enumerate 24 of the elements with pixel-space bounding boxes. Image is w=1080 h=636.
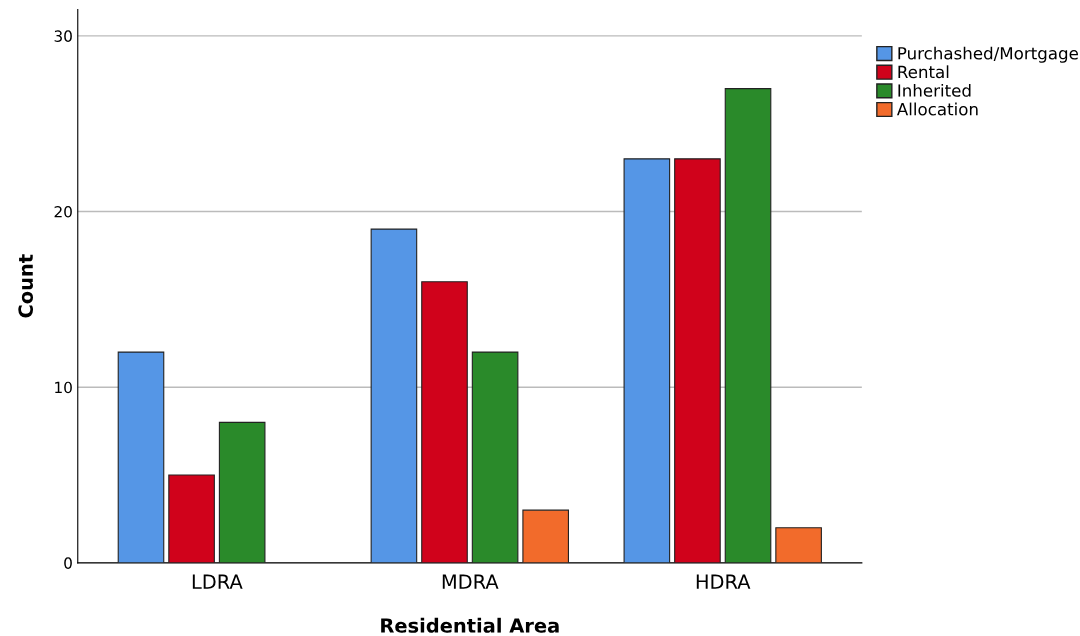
- legend-label: Allocation: [896, 102, 978, 116]
- legend-label: Purchashed/Mortgage: [898, 46, 1078, 63]
- legend-label: Rental: [898, 65, 949, 79]
- bar: [522, 509, 569, 563]
- bar: [117, 351, 165, 563]
- x-axis-title: Residential Area: [381, 617, 559, 633]
- x-tick-label: LDRA: [192, 574, 243, 589]
- x-tick-label: HDRA: [696, 574, 751, 589]
- legend-label: Inherited: [898, 83, 971, 97]
- bar: [168, 474, 215, 563]
- bar: [218, 421, 266, 563]
- bar: [775, 527, 822, 563]
- bar: [471, 351, 519, 563]
- y-tick-label: 30: [54, 30, 72, 42]
- y-axis-title: Count: [18, 254, 34, 318]
- y-tick-label: 10: [55, 381, 72, 394]
- y-tick-label: 20: [54, 206, 72, 218]
- bar: [370, 228, 418, 563]
- bar: [674, 158, 721, 563]
- x-tick-label: MDRA: [442, 574, 499, 589]
- y-tick-label: 0: [64, 557, 72, 569]
- bar: [724, 88, 772, 563]
- bar: [623, 158, 671, 563]
- bar: [421, 281, 468, 563]
